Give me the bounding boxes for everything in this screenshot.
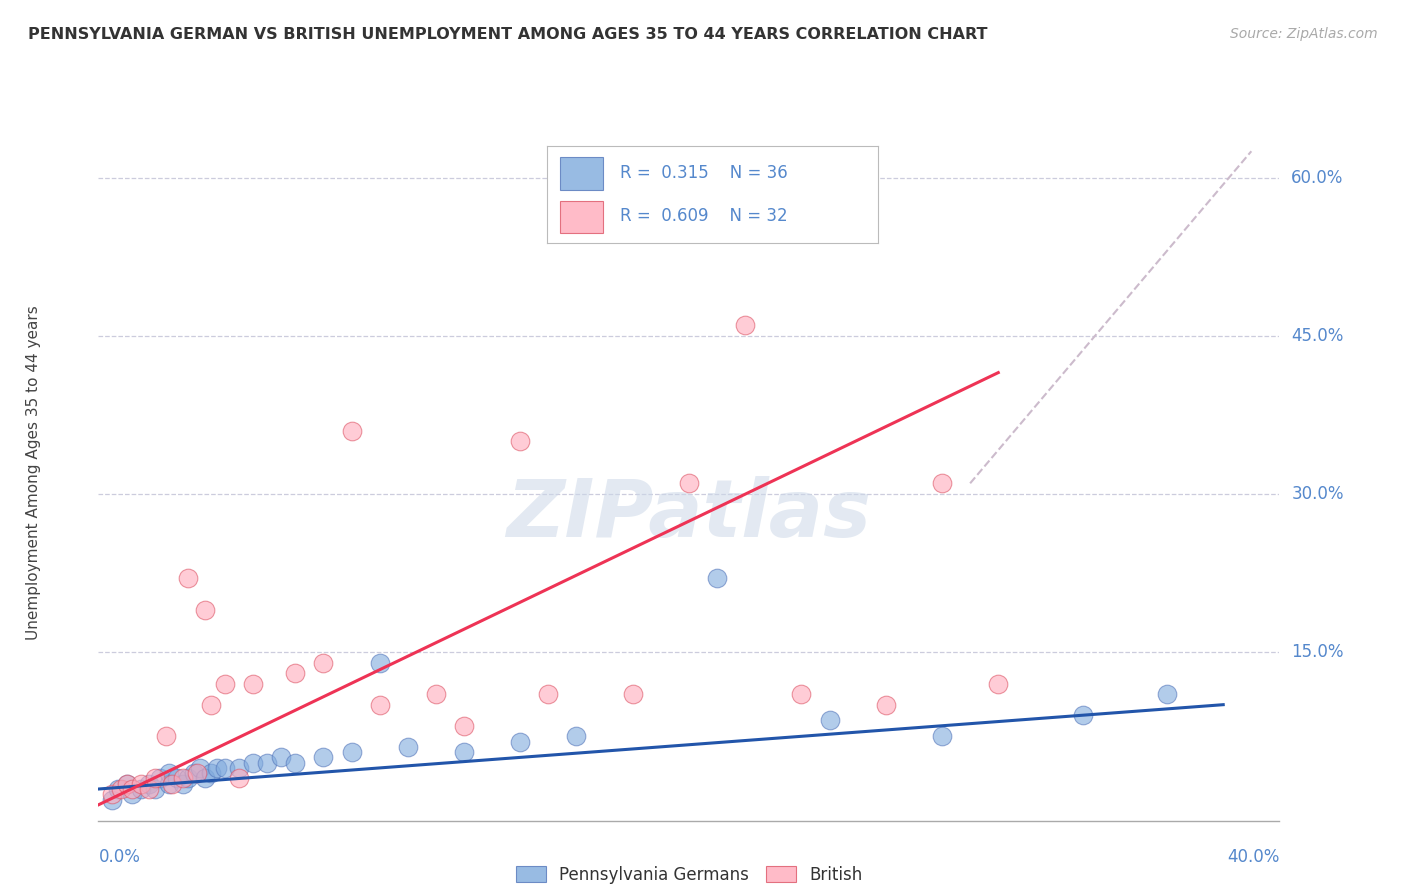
Text: ZIPatlas: ZIPatlas (506, 475, 872, 554)
Point (149, 772, 172, 786)
Point (425, 687, 447, 701)
Point (734, 318, 756, 333)
Point (453, 719, 475, 733)
Point (396, 739, 419, 754)
Point (284, 666, 307, 681)
Point (155, 729, 177, 743)
Point (157, 766, 180, 780)
Point (312, 656, 335, 670)
Point (1156, 687, 1178, 701)
Point (200, 698, 222, 712)
Point (121, 787, 143, 801)
Point (188, 761, 211, 775)
Point (129, 777, 152, 791)
Point (194, 603, 217, 617)
Point (138, 777, 160, 791)
Point (129, 782, 152, 797)
Point (115, 777, 138, 791)
Text: PENNSYLVANIA GERMAN VS BRITISH UNEMPLOYMENT AMONG AGES 35 TO 44 YEARS CORRELATIO: PENNSYLVANIA GERMAN VS BRITISH UNEMPLOYM… (28, 27, 987, 42)
Point (121, 782, 143, 797)
Point (110, 782, 132, 797)
Point (228, 761, 250, 775)
Point (138, 782, 160, 797)
Point (228, 772, 250, 786)
Point (242, 756, 264, 770)
Point (172, 777, 194, 791)
Point (987, 676, 1010, 690)
Point (214, 676, 236, 690)
Point (621, 687, 644, 701)
Point (340, 745, 363, 759)
Point (537, 687, 560, 701)
Text: 15.0%: 15.0% (1291, 643, 1344, 661)
Point (101, 792, 124, 806)
Text: 40.0%: 40.0% (1227, 848, 1279, 866)
Text: 45.0%: 45.0% (1291, 326, 1344, 344)
Point (270, 750, 292, 764)
Point (177, 772, 200, 786)
Point (312, 750, 335, 764)
Point (706, 571, 728, 585)
Text: 30.0%: 30.0% (1291, 485, 1344, 503)
Point (453, 745, 475, 759)
Point (242, 676, 264, 690)
Point (509, 434, 531, 449)
Legend: Pennsylvania Germans, British: Pennsylvania Germans, British (509, 859, 869, 890)
Point (205, 761, 228, 775)
Point (157, 777, 180, 791)
Point (143, 782, 166, 797)
Point (186, 766, 208, 780)
Point (790, 687, 813, 701)
Text: Source: ZipAtlas.com: Source: ZipAtlas.com (1230, 27, 1378, 41)
Text: Unemployment Among Ages 35 to 44 years: Unemployment Among Ages 35 to 44 years (25, 305, 41, 640)
Point (160, 777, 183, 791)
Point (107, 782, 129, 797)
Point (256, 756, 278, 770)
Text: 0.0%: 0.0% (98, 848, 141, 866)
Point (214, 761, 236, 775)
Point (875, 698, 897, 712)
Point (143, 772, 166, 786)
Point (368, 698, 391, 712)
Point (368, 656, 391, 670)
Point (284, 756, 307, 770)
Point (340, 424, 363, 438)
Point (183, 766, 205, 780)
Point (101, 787, 124, 801)
Point (565, 729, 588, 743)
Point (177, 571, 200, 585)
Point (1071, 708, 1094, 723)
Point (931, 476, 953, 491)
Point (194, 772, 217, 786)
Point (200, 766, 222, 780)
Point (818, 714, 841, 728)
Point (172, 772, 194, 786)
Point (509, 734, 531, 748)
Point (678, 476, 700, 491)
Text: 60.0%: 60.0% (1291, 169, 1344, 186)
Point (931, 729, 953, 743)
Point (166, 772, 188, 786)
Point (115, 777, 138, 791)
